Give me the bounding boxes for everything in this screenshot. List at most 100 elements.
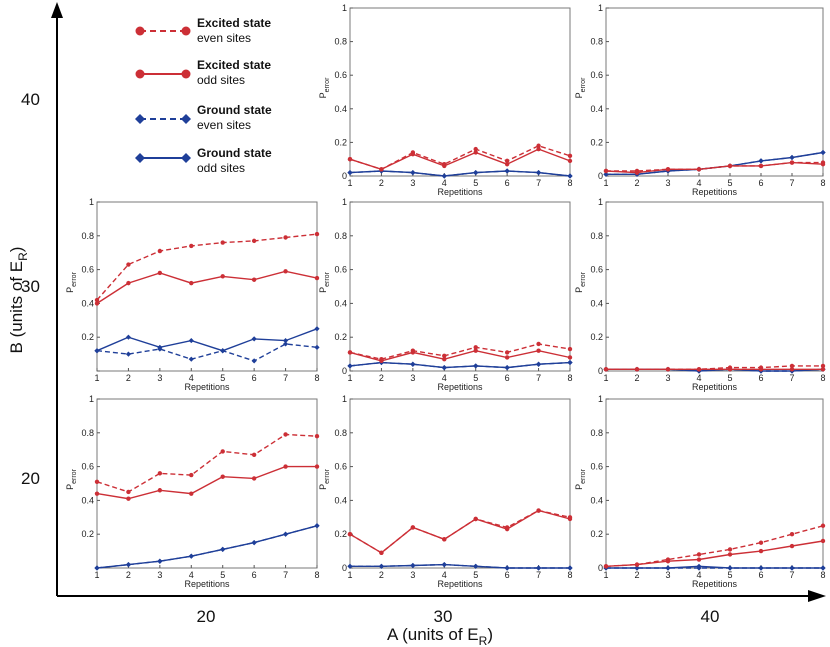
point-A20-B30-ground-odd-2 [125,334,132,340]
point-A20-B30-excited-odd-2 [126,280,131,286]
xtick-label-A40-B30-7: 8 [820,373,825,383]
point-A40-B30-excited-odd-7 [789,367,795,372]
ytick-label-A30-B40-2: 0.4 [334,104,347,114]
point-A20-B20-excited-odd-5 [220,474,225,479]
point-A30-B40-excited-odd-3 [410,151,416,157]
point-A40-B20-ground-odd-4 [696,563,702,569]
ytick-label-A40-B40-0: 0 [598,171,603,181]
point-A30-B40-excited-even-7 [536,143,541,148]
point-A40-B40-excited-odd-4 [696,167,702,172]
y-label-A40-B40: Perror [574,77,587,98]
point-A30-B30-ground-odd-8 [567,359,573,366]
xtick-label-A30-B30-6: 7 [536,373,541,383]
xtick-label-A20-B30-4: 5 [220,373,225,383]
point-A40-B20-ground-odd-2 [634,565,640,571]
point-A20-B30-ground-odd-1 [94,348,100,354]
xtick-label-A30-B40-5: 6 [505,178,510,188]
point-A40-B20-ground-odd-6 [758,565,764,571]
panel-frame-A40-B30 [605,201,824,372]
y-label-A20-B20: Perror [65,468,78,489]
series-line-A30-B20-excited-odd [349,509,571,554]
ytick-label-A20-B30-4: 0.8 [81,231,94,241]
x-label-A30-B30: Repetitions [437,382,483,392]
panel-A30-B20: 0 0.2 0.4 0.6 0.8 1 1 2 3 4 5 6 7 8 Repetitions Perror [318,394,573,589]
legend-marker-excited-even-right [181,26,191,36]
legend-item-ground-even: Ground state even sites [135,103,272,132]
point-A30-B40-excited-odd-8 [567,158,573,164]
point-A20-B20-excited-even-1 [94,479,100,485]
point-A40-B30-excited-odd-1 [603,367,609,372]
ytick-label-A40-B40-5: 1 [598,3,603,13]
point-A30-B40-excited-odd-7 [536,146,541,152]
ytick-label-A40-B20-0: 0 [598,563,603,573]
ytick-label-A40-B20-1: 0.2 [590,529,603,539]
point-A40-B20-excited-even-5 [727,547,733,552]
point-A30-B30-excited-odd-2 [379,358,384,364]
xtick-label-A20-B30-1: 2 [126,373,131,383]
point-A20-B20-excited-even-7 [283,432,288,437]
point-A30-B20-excited-odd-6 [504,526,510,532]
outer-x-axis-arrow [808,590,826,602]
ytick-label-A30-B20-2: 0.4 [334,495,347,505]
point-A20-B30-ground-even-2 [125,351,132,357]
point-A30-B20-ground-odd-3 [410,562,416,569]
point-A20-B30-ground-even-8 [314,344,320,350]
ytick-label-A30-B20-4: 0.8 [334,428,347,438]
point-A30-B40-ground-odd-1 [347,170,353,176]
legend: Excited state even sites Excited state o… [135,16,272,175]
xtick-label-A20-B20-3: 4 [189,570,194,580]
outer-y-label-end: ) [7,247,26,253]
y-label-sub-A40-B30: error [580,271,587,286]
series-line-A30-B30-ground-odd [349,361,571,369]
x-label-A30-B20: Repetitions [437,579,483,589]
legend-marker-excited-odd-right [181,69,191,79]
xtick-label-A30-B20-3: 4 [442,570,447,580]
point-A20-B30-excited-odd-4 [189,280,194,286]
series-line-A20-B20-excited-odd [96,465,317,500]
point-A20-B20-excited-even-3 [157,471,163,476]
xtick-label-A40-B30-6: 7 [789,373,794,383]
x-label-A40-B20: Repetitions [692,579,738,589]
point-A40-B40-ground-odd-7 [789,154,795,161]
y-label-main-A20-B20: P [65,484,75,490]
point-A30-B30-excited-odd-7 [536,348,541,353]
panel-frame-A40-B40 [605,7,824,177]
point-A30-B30-ground-odd-5 [473,363,479,369]
ytick-label-A20-B30-5: 1 [89,197,94,207]
point-A20-B30-ground-odd-8 [314,326,320,332]
xtick-label-A20-B20-0: 1 [94,570,99,580]
y-label-sub-A20-B30: error [71,271,78,286]
xtick-label-A20-B20-1: 2 [126,570,131,580]
point-A40-B40-excited-odd-3 [665,167,671,172]
legend-marker-ground-even-right [181,114,191,124]
series-line-A30-B30-excited-even [349,343,571,360]
point-A30-B20-excited-odd-4 [442,537,447,542]
ytick-label-A30-B20-3: 0.6 [334,462,347,472]
legend-title-ground-odd: Ground state [197,146,272,160]
point-A40-B40-excited-odd-7 [789,160,795,165]
legend-item-ground-odd: Ground state odd sites [135,146,272,175]
y-label-A40-B30: Perror [574,271,587,292]
point-A30-B20-ground-odd-4 [441,562,447,568]
point-A20-B20-excited-even-8 [314,433,320,439]
point-A30-B20-ground-odd-1 [347,563,353,569]
xtick-label-A40-B30-4: 5 [727,373,732,383]
xtick-label-A40-B20-6: 7 [789,570,794,580]
y-label-main-A40-B40: P [574,92,584,98]
legend-sub-excited-even: even sites [197,31,251,45]
y-label-sub-A30-B20: error [324,468,331,483]
point-A20-B20-excited-odd-4 [189,491,194,496]
ytick-label-A20-B20-4: 0.8 [81,428,94,438]
xtick-label-A20-B30-0: 1 [94,373,99,383]
panel-A30-B30: 0 0.2 0.4 0.6 0.8 1 1 2 3 4 5 6 7 8 Repetitions Perror [318,197,573,392]
y-label-A30-B30: Perror [318,271,331,292]
point-A40-B20-excited-even-8 [820,523,826,528]
point-A20-B30-excited-odd-7 [283,269,288,274]
ytick-label-A30-B30-0: 0 [342,366,347,376]
ytick-label-A30-B40-0: 0 [342,171,347,181]
ytick-label-A30-B20-1: 0.2 [334,529,347,539]
ytick-label-A40-B30-1: 0.2 [590,332,603,342]
ytick-label-A20-B20-5: 1 [89,394,94,404]
ytick-label-A30-B30-4: 0.8 [334,231,347,241]
